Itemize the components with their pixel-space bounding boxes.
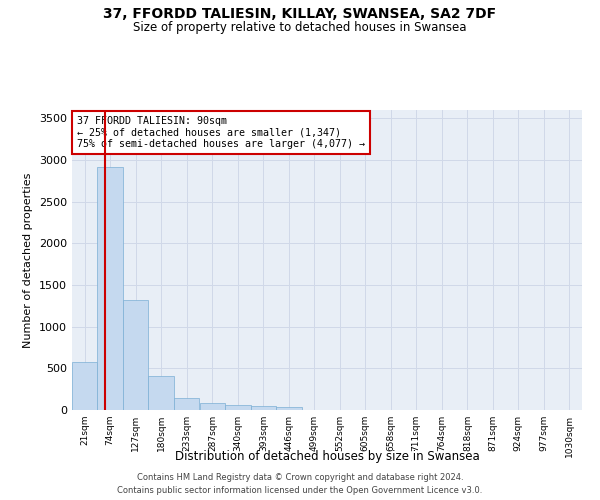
Text: Distribution of detached houses by size in Swansea: Distribution of detached houses by size … bbox=[175, 450, 479, 463]
Bar bbox=[148, 376, 174, 410]
Text: 37 FFORDD TALIESIN: 90sqm
← 25% of detached houses are smaller (1,347)
75% of se: 37 FFORDD TALIESIN: 90sqm ← 25% of detac… bbox=[77, 116, 365, 149]
Bar bbox=[72, 362, 97, 410]
Bar bbox=[251, 406, 276, 410]
Text: Size of property relative to detached houses in Swansea: Size of property relative to detached ho… bbox=[133, 21, 467, 34]
Text: 37, FFORDD TALIESIN, KILLAY, SWANSEA, SA2 7DF: 37, FFORDD TALIESIN, KILLAY, SWANSEA, SA… bbox=[103, 8, 497, 22]
Bar bbox=[225, 406, 251, 410]
Bar bbox=[276, 406, 302, 410]
Text: Contains HM Land Registry data © Crown copyright and database right 2024.
Contai: Contains HM Land Registry data © Crown c… bbox=[118, 474, 482, 495]
Bar bbox=[200, 404, 225, 410]
Bar bbox=[97, 166, 123, 410]
Y-axis label: Number of detached properties: Number of detached properties bbox=[23, 172, 34, 348]
Bar bbox=[123, 300, 148, 410]
Bar bbox=[174, 398, 199, 410]
